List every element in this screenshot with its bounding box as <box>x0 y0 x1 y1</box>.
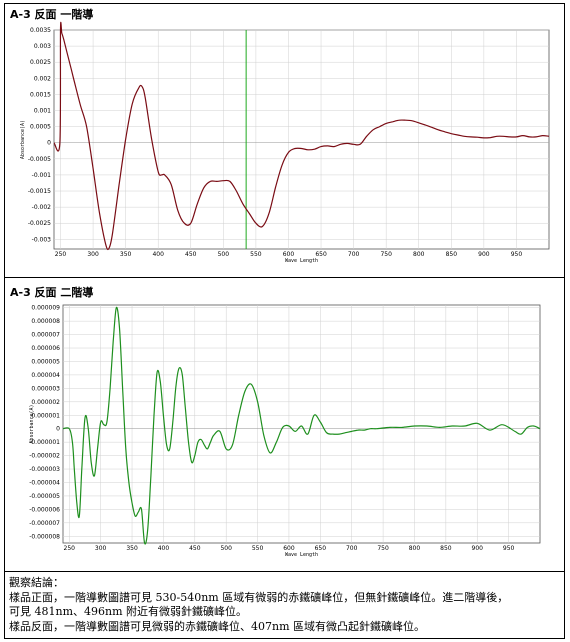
y-tick-label: -0.000008 <box>29 533 60 540</box>
second-derivative-title: A-3 反面 二階導 <box>10 286 94 299</box>
y-tick-label: -0.000004 <box>29 479 60 486</box>
x-tick-label: 500 <box>220 545 232 552</box>
y-tick-label: 0.000008 <box>31 318 60 325</box>
y-tick-label: 0.000007 <box>31 332 60 339</box>
y-tick-label: 0.000003 <box>31 385 60 392</box>
y-tick-label: 0 <box>47 140 51 147</box>
y-tick-label: -0.0015 <box>28 188 51 195</box>
y-tick-label: 0.000004 <box>31 372 60 379</box>
spectrum-line <box>62 306 541 545</box>
y-tick-label: -0.003 <box>32 236 52 243</box>
y-tick-label: 0.0035 <box>30 27 51 34</box>
y-axis-label: Absorbance(A) <box>29 404 35 443</box>
y-tick-label: -0.0025 <box>28 220 51 227</box>
x-tick-label: 950 <box>511 251 523 258</box>
x-tick-label: 800 <box>409 545 421 552</box>
y-tick-label: 0.003 <box>34 43 51 50</box>
second-derivative-chart: 250 300 350 400 450 500 550 600 650 700 750 800 850 9… <box>29 304 541 558</box>
x-tick-label: 250 <box>55 251 67 258</box>
x-tick-label: 450 <box>189 545 201 552</box>
notes-divider <box>4 571 565 572</box>
y-tick-label: 0.0015 <box>30 91 51 98</box>
notes-line-1: 樣品正面，一階導數圖譜可見 530-540nm 區域有微弱的赤鐵礦峰位，但無針鐵… <box>9 590 509 604</box>
x-tick-label: 900 <box>472 545 484 552</box>
first-derivative-chart: 250 300 350 400 450 500 550 600 650 700 750 800 850 9… <box>20 21 550 264</box>
y-tick-label: 0.000001 <box>31 412 60 419</box>
y-tick-label: 0.0025 <box>30 59 51 66</box>
y-tick-label: 0.0005 <box>30 124 51 131</box>
y-tick-label: 0.002 <box>34 75 51 82</box>
plot-area <box>53 29 550 250</box>
page-frame <box>4 3 565 639</box>
x-tick-label: 600 <box>283 251 295 258</box>
y-tick-label: 0.000005 <box>31 358 60 365</box>
x-tick-label: 700 <box>348 251 360 258</box>
spectrum-line <box>53 21 550 251</box>
x-tick-label: 950 <box>503 545 515 552</box>
first-derivative-title: A-3 反面 一階導 <box>10 8 94 21</box>
notes-heading: 觀察結論： <box>9 576 64 589</box>
y-tick-label: -0.000007 <box>29 520 60 527</box>
y-tick-label: 0 <box>56 426 60 433</box>
y-tick-label: -0.0005 <box>28 156 51 163</box>
y-tick-label: -0.000001 <box>29 439 60 446</box>
x-axis-label: Wave Length <box>285 258 318 264</box>
x-tick-label: 750 <box>380 251 392 258</box>
notes-line-2: 可見 481nm、496nm 附近有微弱針鐵礦峰位。 <box>9 605 248 618</box>
x-tick-label: 600 <box>283 545 295 552</box>
y-tick-label: -0.001 <box>32 172 52 179</box>
x-axis-label: Wave Length <box>285 552 318 558</box>
x-tick-label: 800 <box>413 251 425 258</box>
x-tick-label: 450 <box>185 251 197 258</box>
x-tick-label: 550 <box>250 251 262 258</box>
y-tick-label: 0.000006 <box>31 345 60 352</box>
x-tick-label: 750 <box>377 545 389 552</box>
observation-notes: 觀察結論： 樣品正面，一階導數圖譜可見 530-540nm 區域有微弱的赤鐵礦峰… <box>9 576 561 634</box>
y-tick-label: -0.000003 <box>29 466 60 473</box>
x-tick-label: 400 <box>158 545 170 552</box>
section-divider <box>4 277 565 278</box>
x-tick-label: 350 <box>120 251 132 258</box>
x-tick-label: 700 <box>346 545 358 552</box>
y-tick-label: 0.000009 <box>31 305 60 312</box>
plot-area <box>62 304 541 544</box>
y-tick-label: 0.000002 <box>31 399 60 406</box>
y-tick-label: -0.000006 <box>29 506 60 513</box>
x-tick-label: 400 <box>152 251 164 258</box>
x-tick-label: 850 <box>446 251 458 258</box>
y-tick-label: 0.001 <box>34 108 51 115</box>
x-tick-label: 300 <box>87 251 99 258</box>
notes-line-3: 樣品反面，一階導數圖譜可見微弱的赤鐵礦峰位、407nm 區域有微凸起針鐵礦峰位。 <box>9 619 426 633</box>
y-tick-label: -0.000005 <box>29 493 60 500</box>
y-tick-label: -0.000002 <box>29 453 60 460</box>
x-tick-label: 550 <box>252 545 264 552</box>
x-tick-label: 650 <box>315 545 327 552</box>
y-axis-label: Absorbance(A) <box>20 120 26 159</box>
y-tick-label: -0.002 <box>32 204 52 211</box>
x-tick-label: 300 <box>95 545 107 552</box>
x-tick-label: 250 <box>64 545 76 552</box>
x-tick-label: 900 <box>478 251 490 258</box>
x-tick-label: 650 <box>315 251 327 258</box>
x-tick-label: 350 <box>126 545 138 552</box>
x-tick-label: 500 <box>218 251 230 258</box>
x-tick-label: 850 <box>440 545 452 552</box>
